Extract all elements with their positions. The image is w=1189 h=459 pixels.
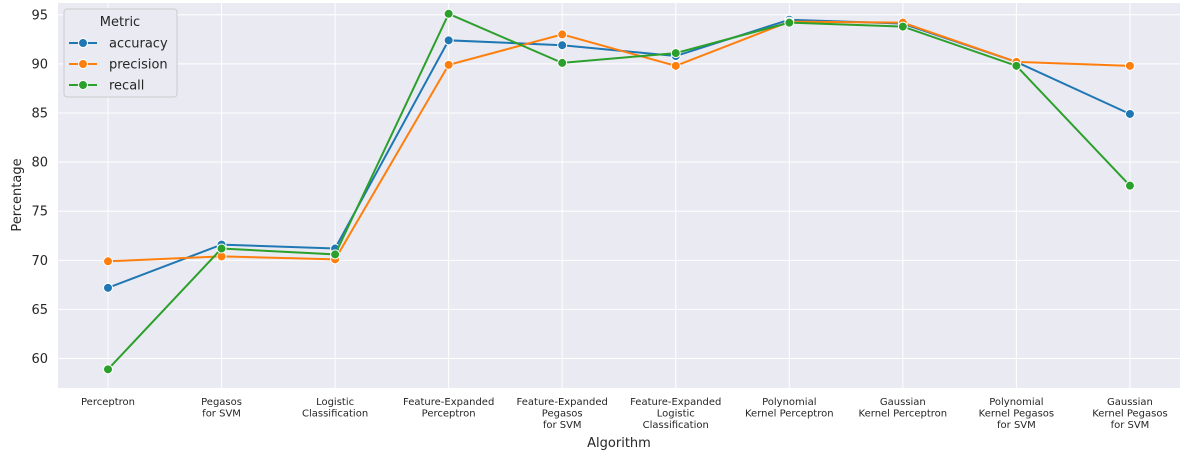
legend-label: recall	[109, 79, 144, 94]
y-tick-label: 70	[31, 254, 48, 269]
legend-title: Metric	[100, 15, 140, 30]
x-tick-label: Feature-Expanded Logistic Classification	[630, 397, 721, 431]
data-point	[557, 40, 568, 51]
y-axis-title: Percentage	[10, 158, 25, 231]
series-line	[107, 20, 1130, 263]
x-tick-label: Polynomial Kernel Pegasos for SVM	[979, 397, 1054, 431]
data-point	[1124, 60, 1135, 71]
x-tick-label: Perceptron	[81, 397, 135, 408]
x-axis-title: Algorithm	[587, 436, 651, 451]
y-tick-label: 80	[31, 156, 48, 171]
data-point	[443, 59, 454, 70]
legend-marker	[78, 38, 88, 48]
data-point	[1124, 180, 1135, 191]
data-point	[1124, 108, 1135, 119]
data-point	[557, 29, 568, 40]
data-point	[103, 364, 113, 375]
x-tick-label: Gaussian Kernel Pegasos for SVM	[1092, 397, 1167, 431]
legend-marker	[78, 59, 88, 69]
legend: Metric accuracy precision recall	[63, 8, 178, 98]
legend-label: precision	[109, 58, 168, 73]
x-tick-label: Feature-Expanded Pegasos for SVM	[517, 397, 608, 431]
data-point	[897, 21, 908, 32]
data-point	[670, 60, 681, 71]
data-point	[670, 48, 681, 59]
x-tick-labels: Perceptron Pegasos for SVM Logistic Classifi…	[81, 397, 1168, 431]
y-tick-label: 95	[31, 8, 48, 23]
series-line	[107, 12, 1131, 371]
data-point	[103, 256, 113, 267]
data-point	[443, 8, 454, 19]
x-tick-label: Logistic Classification	[302, 397, 368, 420]
data-point	[103, 282, 113, 293]
y-tick-label: 60	[31, 352, 48, 367]
x-tick-label: Gaussian Kernel Perceptron	[859, 397, 948, 420]
legend-item: accuracy	[69, 37, 168, 52]
legend-item: precision	[69, 58, 168, 73]
series-recall	[103, 8, 1135, 375]
x-tick-label: Polynomial Kernel Perceptron	[745, 397, 834, 420]
data-point	[443, 35, 454, 46]
y-tick-label: 75	[31, 205, 48, 220]
plot-area	[58, 3, 1180, 388]
x-tick-label: Feature-Expanded Perceptron	[403, 397, 494, 420]
legend-item: recall	[69, 79, 144, 94]
legend-box	[63, 8, 178, 98]
series-layer	[103, 8, 1135, 375]
y-tick-label: 90	[31, 57, 48, 72]
data-point	[784, 17, 795, 28]
data-point	[216, 243, 227, 254]
data-point	[330, 249, 341, 260]
y-tick-label: 85	[31, 107, 48, 122]
data-point	[1011, 60, 1022, 71]
y-tick-labels: 60 65 70 75 80 85 90 95	[31, 8, 48, 367]
legend-marker	[78, 80, 88, 90]
y-tick-label: 65	[31, 303, 48, 318]
x-tick-label: Pegasos for SVM	[201, 397, 242, 420]
data-point	[557, 57, 568, 68]
legend-label: accuracy	[109, 37, 168, 52]
